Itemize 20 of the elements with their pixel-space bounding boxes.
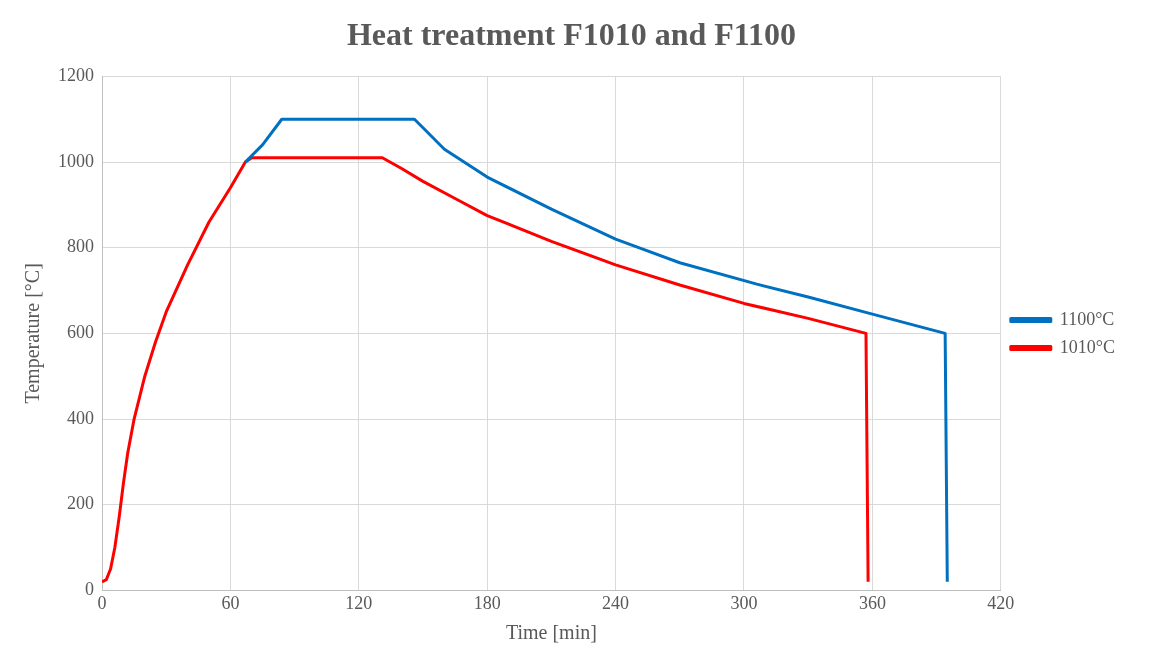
y-tick-label: 200 [67, 493, 94, 514]
x-tick-label: 240 [602, 592, 630, 613]
x-tick-label: 60 [221, 592, 240, 613]
y-tick-label: 400 [67, 407, 94, 428]
x-tick-label: 120 [345, 592, 373, 613]
x-tick-label: 300 [730, 592, 758, 613]
x-axis-title: Time [min] [505, 621, 597, 644]
y-tick-label: 1000 [58, 150, 94, 171]
legend-label: 1010°C [1059, 336, 1116, 357]
y-tick-label: 600 [67, 322, 94, 343]
legend-label: 1100°C [1059, 308, 1115, 329]
y-tick-label: 800 [67, 236, 94, 257]
y-tick-label: 1200 [58, 65, 94, 86]
x-tick-label: 360 [858, 592, 886, 613]
x-tick-label: 180 [473, 592, 501, 613]
chart-title: Heat treatment F1010 and F1100 [346, 16, 797, 53]
y-tick-label: 0 [85, 579, 94, 600]
y-axis-title: Temperature [°C] [21, 263, 45, 404]
x-tick-label: 420 [987, 592, 1015, 613]
x-tick-label: 0 [97, 592, 107, 613]
